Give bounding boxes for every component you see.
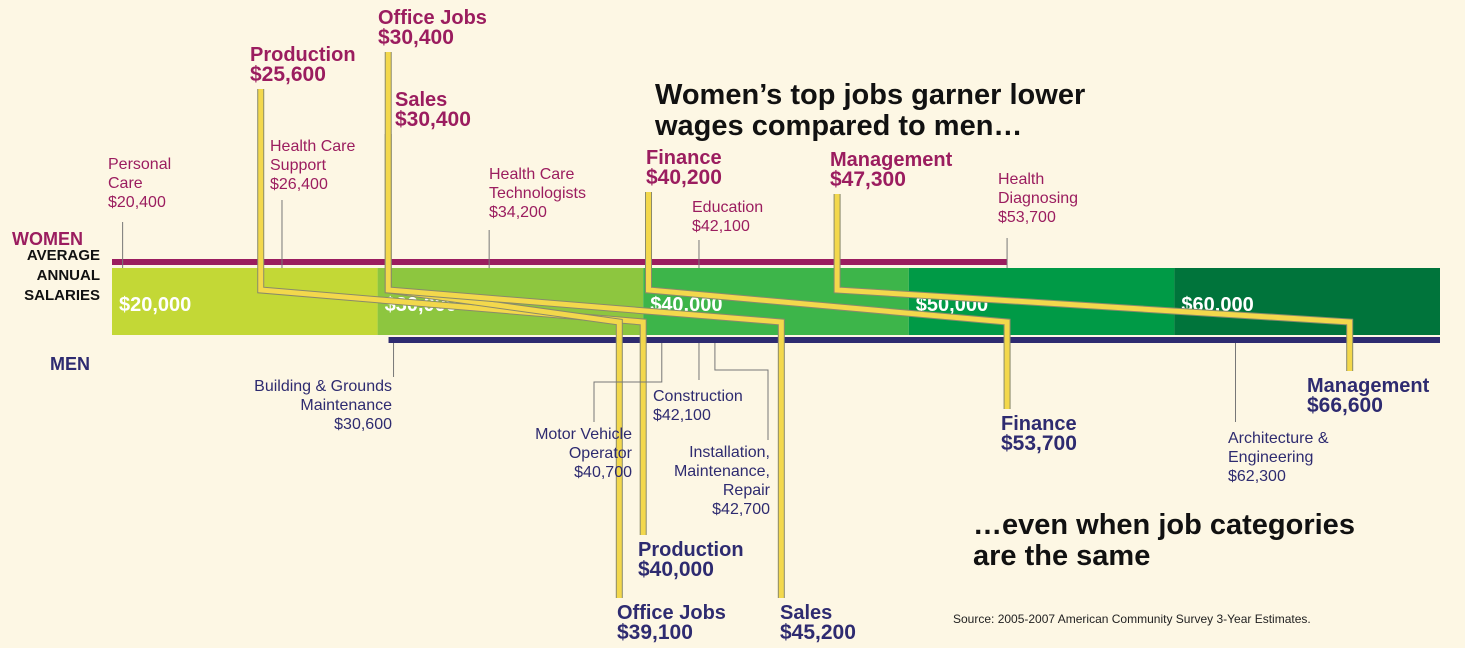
job-label: Office Jobs $39,100 bbox=[617, 603, 767, 643]
job-label: Sales $30,400 bbox=[395, 90, 545, 130]
job-label: Finance $40,200 bbox=[646, 148, 796, 188]
job-name: Building & Grounds Maintenance bbox=[254, 378, 392, 414]
job-salary: $42,700 bbox=[712, 501, 770, 518]
job-label: Motor Vehicle Operator $40,700 bbox=[492, 425, 632, 482]
chart-subtitle: …even when job categories are the same bbox=[973, 509, 1355, 572]
job-name: Management bbox=[1307, 375, 1430, 397]
chart-title: Women’s top jobs garner lower wages comp… bbox=[655, 79, 1086, 142]
job-salary: $30,400 bbox=[395, 108, 471, 131]
job-salary: $53,700 bbox=[998, 209, 1056, 226]
job-label: Management $66,600 bbox=[1307, 376, 1465, 416]
connector bbox=[385, 134, 784, 598]
job-label: Sales $45,200 bbox=[780, 603, 930, 643]
job-salary: $42,100 bbox=[692, 218, 750, 235]
job-salary: $25,600 bbox=[250, 63, 326, 86]
job-label: Architecture & Engineering $62,300 bbox=[1228, 429, 1378, 486]
job-name: Office Jobs bbox=[617, 602, 726, 624]
job-salary: $66,600 bbox=[1307, 394, 1383, 417]
men-line bbox=[388, 337, 1440, 343]
leader-line bbox=[714, 343, 769, 440]
job-name: Management bbox=[830, 149, 953, 171]
leader-line bbox=[593, 343, 663, 422]
job-name: Education bbox=[692, 199, 764, 216]
source: Source: 2005-2007 American Community Sur… bbox=[953, 612, 1311, 626]
connector bbox=[834, 194, 1353, 371]
women-line bbox=[112, 259, 1008, 265]
job-name: Finance bbox=[646, 147, 722, 169]
job-label: Health Diagnosing $53,700 bbox=[998, 170, 1108, 227]
job-label: Finance $53,700 bbox=[1001, 414, 1151, 454]
job-salary: $40,200 bbox=[646, 166, 722, 189]
job-name: Sales bbox=[395, 89, 448, 111]
job-label: Production $25,600 bbox=[250, 45, 400, 85]
series-name: WOMEN bbox=[12, 229, 83, 249]
connector bbox=[258, 89, 646, 535]
job-label: Production $40,000 bbox=[638, 540, 788, 580]
job-label: Installation, Maintenance, Repair $42,700 bbox=[640, 443, 770, 519]
job-name: Architecture & Engineering bbox=[1228, 430, 1329, 466]
series-name: MEN bbox=[50, 354, 90, 374]
x-tick-label: $20,000 bbox=[119, 294, 191, 316]
salary-band bbox=[112, 268, 378, 335]
job-label: Construction $42,100 bbox=[653, 387, 783, 425]
job-label: Health Care Technologists $34,200 bbox=[489, 165, 619, 222]
job-name: Production bbox=[638, 539, 744, 561]
salary-band bbox=[1174, 268, 1440, 335]
job-label: Health Care Support $26,400 bbox=[270, 137, 380, 194]
job-name: Health Diagnosing bbox=[998, 171, 1079, 207]
job-name: Installation, Maintenance, Repair bbox=[673, 444, 770, 499]
job-label: Education $42,100 bbox=[692, 198, 792, 236]
job-label: Personal Care $20,400 bbox=[108, 155, 203, 212]
job-salary: $40,000 bbox=[638, 558, 714, 581]
job-name: Personal Care bbox=[108, 156, 172, 192]
job-salary: $47,300 bbox=[830, 168, 906, 191]
job-salary: $34,200 bbox=[489, 204, 547, 221]
job-salary: $42,100 bbox=[653, 407, 711, 424]
job-salary: $30,600 bbox=[334, 416, 392, 433]
job-salary: $53,700 bbox=[1001, 432, 1077, 455]
job-name: Health Care Support bbox=[270, 138, 356, 174]
connector bbox=[646, 192, 1010, 409]
job-salary: $26,400 bbox=[270, 176, 328, 193]
axis-label: AVERAGE ANNUAL SALARIES bbox=[24, 247, 100, 304]
job-label: Building & Grounds Maintenance $30,600 bbox=[212, 377, 392, 434]
job-label: Management $47,300 bbox=[830, 150, 1000, 190]
job-name: Sales bbox=[780, 602, 833, 624]
job-salary: $20,400 bbox=[108, 194, 166, 211]
job-salary: $30,400 bbox=[378, 26, 454, 49]
job-salary: $39,100 bbox=[617, 621, 693, 644]
job-label: Office Jobs $30,400 bbox=[378, 8, 528, 48]
job-name: Construction bbox=[653, 388, 743, 405]
job-name: Office Jobs bbox=[378, 7, 487, 29]
job-salary: $62,300 bbox=[1228, 468, 1286, 485]
job-salary: $40,700 bbox=[574, 464, 632, 481]
job-name: Motor Vehicle Operator bbox=[535, 426, 632, 462]
job-name: Health Care Technologists bbox=[489, 166, 586, 202]
job-name: Production bbox=[250, 44, 356, 66]
job-salary: $45,200 bbox=[780, 621, 856, 644]
job-name: Finance bbox=[1001, 413, 1077, 435]
